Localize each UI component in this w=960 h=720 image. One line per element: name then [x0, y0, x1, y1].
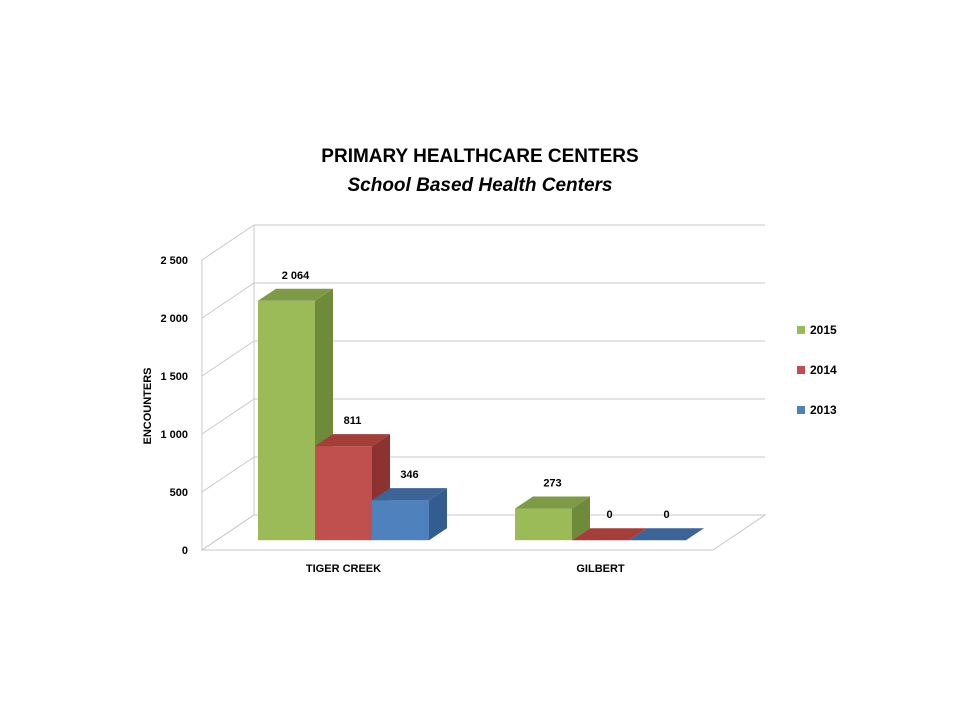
bar-2015-gilbert	[515, 496, 590, 541]
bar-top	[515, 496, 590, 509]
y-tick-label: 1 000	[160, 429, 188, 441]
x-tick-label: TIGER CREEK	[306, 563, 381, 575]
chart-subtitle: School Based Health Centers	[347, 175, 613, 196]
data-label: 0	[663, 509, 669, 521]
legend-label: 2014	[810, 363, 837, 377]
grid-lines	[200, 224, 767, 551]
data-label: 2 064	[282, 270, 310, 282]
bar-2014-gilbert	[572, 528, 647, 541]
bar-side	[429, 488, 447, 541]
gridline-side	[201, 282, 255, 319]
bar-front	[515, 508, 572, 541]
legend-item-2015: 2015	[797, 322, 837, 338]
bar-top	[315, 434, 390, 447]
y-tick-label: 1 500	[160, 371, 188, 383]
bar-side	[572, 496, 590, 541]
y-tick-label: 2 000	[160, 313, 188, 325]
legend-swatch	[797, 366, 805, 374]
bar-front	[258, 300, 315, 541]
bar-top	[372, 488, 447, 501]
y-tick-label: 2 500	[160, 255, 188, 267]
data-label: 273	[543, 478, 561, 490]
data-label: 811	[344, 415, 362, 427]
data-label: 346	[400, 469, 418, 481]
bar-front	[372, 500, 429, 541]
gridline-side	[201, 224, 255, 261]
bar-top	[258, 288, 333, 301]
chart-title: PRIMARY HEALTHCARE CENTERS	[321, 146, 639, 167]
data-label: 0	[606, 509, 612, 521]
x-axis-ticks: TIGER CREEK GILBERT	[306, 563, 625, 575]
gridline-side	[201, 398, 255, 435]
data-labels: 2 064 811 346 273 0 0	[282, 270, 670, 521]
legend-label: 2013	[810, 403, 837, 417]
y-axis-label: ENCOUNTERS	[142, 367, 154, 444]
bar-front	[315, 446, 372, 541]
x-tick-label: GILBERT	[576, 563, 625, 575]
bar-top	[629, 528, 704, 541]
legend-label: 2015	[810, 323, 837, 337]
gridline-side	[201, 340, 255, 377]
legend-swatch	[797, 406, 805, 414]
y-tick-label: 0	[182, 545, 188, 557]
bar-2013-gilbert	[629, 528, 704, 541]
legend-item-2014: 2014	[797, 362, 837, 378]
legend-item-2013: 2013	[797, 402, 837, 418]
y-tick-label: 500	[170, 487, 188, 499]
bar-top	[572, 528, 647, 541]
y-axis-ticks: 0 500 1 000 1 500 2 000 2 500	[160, 255, 188, 557]
gridline-side	[201, 514, 255, 551]
bar-2013-tiger-creek	[372, 488, 447, 541]
bars	[258, 288, 704, 541]
gridline-side	[201, 456, 255, 493]
legend-swatch	[797, 326, 805, 334]
